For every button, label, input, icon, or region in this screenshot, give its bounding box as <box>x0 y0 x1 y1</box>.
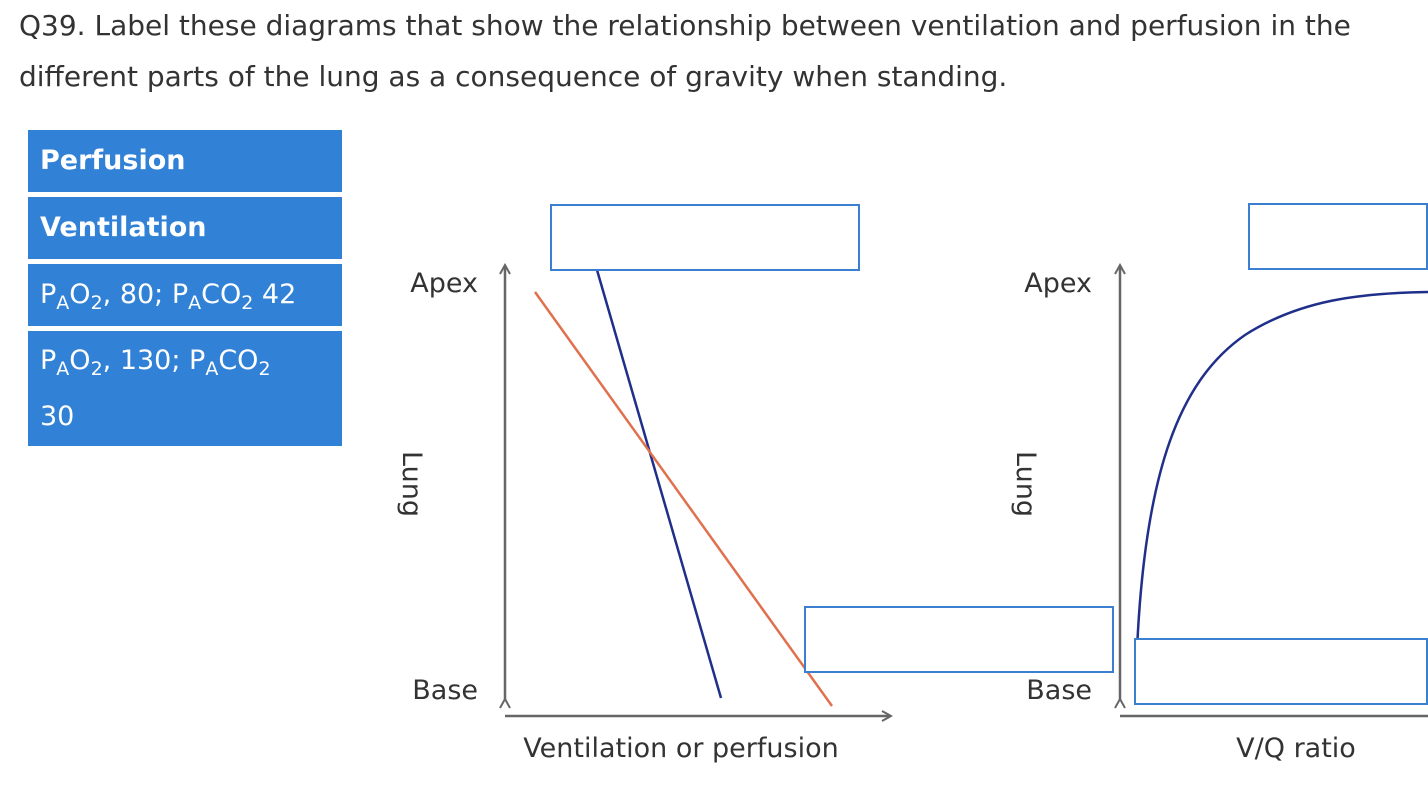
tile-pao2-130-paco2-30[interactable]: PAO2, 130; PACO2 30 <box>28 331 342 446</box>
drop-zone-1[interactable] <box>550 204 860 271</box>
tile-text: P <box>40 279 57 310</box>
tile-ventilation[interactable]: Ventilation <box>28 197 342 259</box>
base-label-2: Base <box>1026 675 1092 706</box>
vq-curve <box>1135 290 1428 651</box>
diagram-ventilation-perfusion: Apex Base Lung Ventilation or perfusion <box>396 266 890 764</box>
xlabel-2: V/Q ratio <box>1236 733 1356 764</box>
tile-subscript: A <box>205 358 219 380</box>
line-steep <box>595 269 723 699</box>
tile-pao2-80-paco2-42[interactable]: PAO2, 80; PACO2 42 <box>28 264 342 326</box>
tile-subscript: 2 <box>241 292 254 314</box>
tile-subscript: 2 <box>258 358 271 380</box>
tile-text: O <box>69 345 91 376</box>
drop-zone-3[interactable] <box>1248 203 1428 270</box>
tile-subscript: 2 <box>90 358 103 380</box>
drop-zone-2[interactable] <box>804 606 1114 673</box>
question-text: Q39. Label these diagrams that show the … <box>19 9 1351 93</box>
tile-text: CO <box>201 279 242 310</box>
line-shallow <box>533 291 834 707</box>
tile-text: O <box>69 279 91 310</box>
tile-subscript: 2 <box>90 292 103 314</box>
tile-subscript: A <box>56 292 70 314</box>
tile-text: , 80; P <box>102 279 189 310</box>
tile-text: , 130; P <box>102 345 206 376</box>
base-label-1: Base <box>412 675 478 706</box>
tile-text: 42 <box>253 279 297 310</box>
lung-label-1: Lung <box>396 451 427 517</box>
apex-label-1: Apex <box>410 268 478 299</box>
drop-zone-4[interactable] <box>1134 638 1428 705</box>
lung-label-2: Lung <box>1010 451 1041 517</box>
xlabel-1: Ventilation or perfusion <box>523 733 838 764</box>
tile-text: 30 <box>40 401 75 432</box>
diagram-vq-ratio: Apex Base Lung V/Q ratio <box>1010 266 1428 764</box>
answer-bank: Perfusion Ventilation PAO2, 80; PACO2 42… <box>28 130 342 451</box>
tile-text: CO <box>218 345 259 376</box>
tile-subscript: A <box>188 292 202 314</box>
tile-text: P <box>40 345 57 376</box>
tile-subscript: A <box>56 358 70 380</box>
tile-perfusion[interactable]: Perfusion <box>28 130 342 192</box>
apex-label-2: Apex <box>1024 268 1092 299</box>
